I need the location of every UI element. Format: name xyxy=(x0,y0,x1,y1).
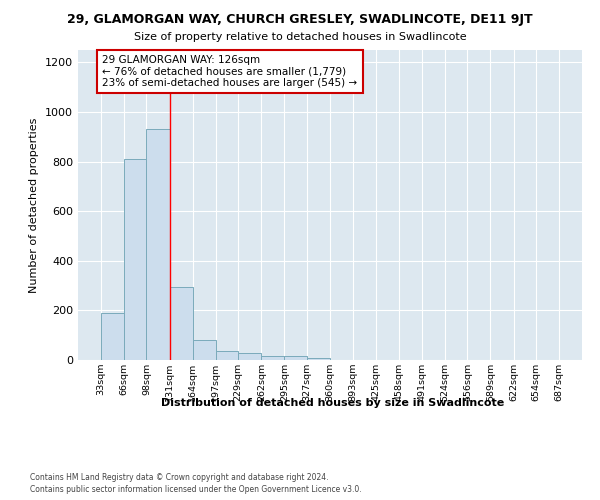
Bar xyxy=(216,350,238,360)
Bar xyxy=(101,313,124,360)
Bar xyxy=(284,356,307,360)
Bar xyxy=(262,356,284,360)
Text: Size of property relative to detached houses in Swadlincote: Size of property relative to detached ho… xyxy=(134,32,466,42)
Text: Distribution of detached houses by size in Swadlincote: Distribution of detached houses by size … xyxy=(161,398,505,407)
Y-axis label: Number of detached properties: Number of detached properties xyxy=(29,118,40,292)
Bar xyxy=(170,287,193,360)
Bar xyxy=(146,130,170,360)
Text: Contains public sector information licensed under the Open Government Licence v3: Contains public sector information licen… xyxy=(30,485,362,494)
Text: 29, GLAMORGAN WAY, CHURCH GRESLEY, SWADLINCOTE, DE11 9JT: 29, GLAMORGAN WAY, CHURCH GRESLEY, SWADL… xyxy=(67,12,533,26)
Bar xyxy=(193,340,216,360)
Bar xyxy=(238,352,262,360)
Bar xyxy=(124,159,146,360)
Text: 29 GLAMORGAN WAY: 126sqm
← 76% of detached houses are smaller (1,779)
23% of sem: 29 GLAMORGAN WAY: 126sqm ← 76% of detach… xyxy=(103,55,358,88)
Text: Contains HM Land Registry data © Crown copyright and database right 2024.: Contains HM Land Registry data © Crown c… xyxy=(30,472,329,482)
Bar xyxy=(307,358,330,360)
